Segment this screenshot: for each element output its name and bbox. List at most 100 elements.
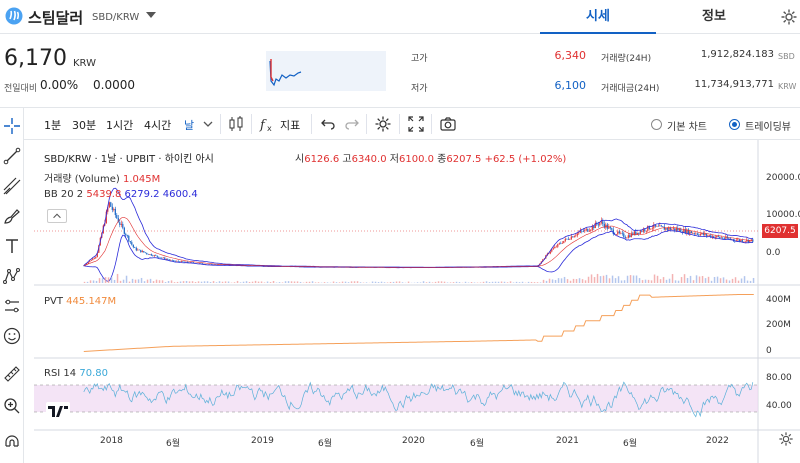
change-rate: 0.00% xyxy=(40,78,79,92)
gear-icon[interactable] xyxy=(780,8,798,26)
fib-channel-icon[interactable] xyxy=(2,176,22,196)
trendline-icon[interactable] xyxy=(2,146,22,166)
candle xyxy=(578,232,580,234)
candle xyxy=(171,260,173,261)
tab-info[interactable]: 정보 xyxy=(702,9,726,24)
candle xyxy=(212,264,214,265)
volume-bar xyxy=(83,281,86,283)
volume-bar xyxy=(314,282,317,283)
toolbar-separator xyxy=(366,114,367,134)
zoom-in-icon[interactable] xyxy=(2,396,22,416)
volume-bar xyxy=(704,278,707,283)
volume-bar xyxy=(641,280,644,283)
candle xyxy=(119,222,121,225)
interval-day[interactable]: 날 xyxy=(184,119,195,132)
volume-bar xyxy=(428,281,431,283)
volume-bar xyxy=(608,278,611,283)
candle xyxy=(134,247,136,248)
indicator-button[interactable]: 지표 xyxy=(280,119,301,132)
volume-bar xyxy=(458,282,461,283)
time-tick: 6월 xyxy=(166,439,181,449)
volume-bar xyxy=(245,281,248,283)
magnet-icon[interactable] xyxy=(2,434,22,454)
volume-bar xyxy=(311,281,314,283)
radio-tradingview[interactable] xyxy=(729,119,740,130)
volume-bar xyxy=(128,281,131,283)
brush-icon[interactable] xyxy=(2,206,22,226)
candle xyxy=(602,221,604,225)
volume-bar xyxy=(383,282,386,283)
candle xyxy=(624,237,626,239)
volume-bar xyxy=(689,275,692,283)
interval-1m[interactable]: 1분 xyxy=(44,119,62,132)
candle xyxy=(558,243,560,245)
volume-bar xyxy=(746,280,749,283)
settings-gear-icon[interactable] xyxy=(374,115,392,133)
volume-bar xyxy=(203,281,206,283)
undo-icon[interactable] xyxy=(319,115,337,133)
candle xyxy=(612,229,614,235)
candle xyxy=(723,238,725,240)
volume-bar xyxy=(374,281,377,283)
candle xyxy=(746,239,748,242)
fullscreen-icon[interactable] xyxy=(407,115,425,133)
candle xyxy=(588,230,590,232)
volume-bar xyxy=(296,281,299,283)
candle xyxy=(737,239,739,241)
rsi-tick: 80.00 xyxy=(766,373,792,383)
indicator-fx-icon[interactable]: f x xyxy=(259,115,277,133)
candle xyxy=(645,230,647,232)
prediction-icon[interactable] xyxy=(2,296,22,316)
open-value: 6126.6 xyxy=(304,154,340,165)
candle xyxy=(683,229,685,233)
radio-basic-chart[interactable] xyxy=(651,119,662,130)
tab-market[interactable]: 시세 xyxy=(540,0,656,34)
low-label: 저가 xyxy=(411,84,428,94)
chart-symbol-legend: SBD/KRW · 1날 · UPBIT · 하이킨 아시 xyxy=(44,154,214,165)
volume-bar xyxy=(152,281,155,283)
bollinger-bands xyxy=(83,187,753,282)
candle xyxy=(674,228,676,231)
volume-bar xyxy=(470,282,473,283)
volume-bar xyxy=(224,281,227,283)
volume-bar xyxy=(284,281,287,283)
candle xyxy=(551,249,553,252)
volume-bar xyxy=(653,274,656,283)
text-tool-icon[interactable] xyxy=(2,236,22,256)
candle xyxy=(110,202,112,207)
drawing-toolbar xyxy=(0,108,24,463)
interval-30m[interactable]: 30분 xyxy=(72,119,97,132)
candle xyxy=(717,235,719,237)
candle xyxy=(560,243,562,244)
volume-bar xyxy=(605,274,608,283)
crosshair-icon[interactable] xyxy=(2,116,22,136)
candle xyxy=(150,254,152,256)
ruler-icon[interactable] xyxy=(2,364,22,384)
volume-bar xyxy=(431,282,434,283)
candle xyxy=(728,238,730,239)
pair-dropdown-icon[interactable] xyxy=(146,12,156,18)
candle xyxy=(629,235,631,238)
toolbar-separator xyxy=(251,114,252,134)
interval-4h[interactable]: 4시간 xyxy=(144,119,172,132)
volume-bar xyxy=(107,277,110,283)
candle xyxy=(716,235,718,238)
camera-icon[interactable] xyxy=(439,115,457,133)
candle xyxy=(161,257,163,259)
volume-bar xyxy=(254,280,257,283)
candle xyxy=(654,224,656,227)
emoji-icon[interactable] xyxy=(2,326,22,346)
candle xyxy=(111,206,113,210)
candle xyxy=(182,261,184,262)
volume-bar xyxy=(440,281,443,283)
candle xyxy=(191,262,193,263)
pattern-icon[interactable] xyxy=(2,266,22,286)
price-chart[interactable] xyxy=(34,140,800,463)
legend-collapse-button[interactable] xyxy=(47,209,67,223)
chart-settings-gear-icon[interactable] xyxy=(778,431,794,447)
redo-icon[interactable] xyxy=(343,115,361,133)
interval-1h[interactable]: 1시간 xyxy=(106,119,134,132)
candle-type-icon[interactable] xyxy=(227,115,245,133)
interval-chevron-down-icon[interactable] xyxy=(202,118,214,130)
radio-tradingview-label: 트레이딩뷰 xyxy=(745,122,791,133)
